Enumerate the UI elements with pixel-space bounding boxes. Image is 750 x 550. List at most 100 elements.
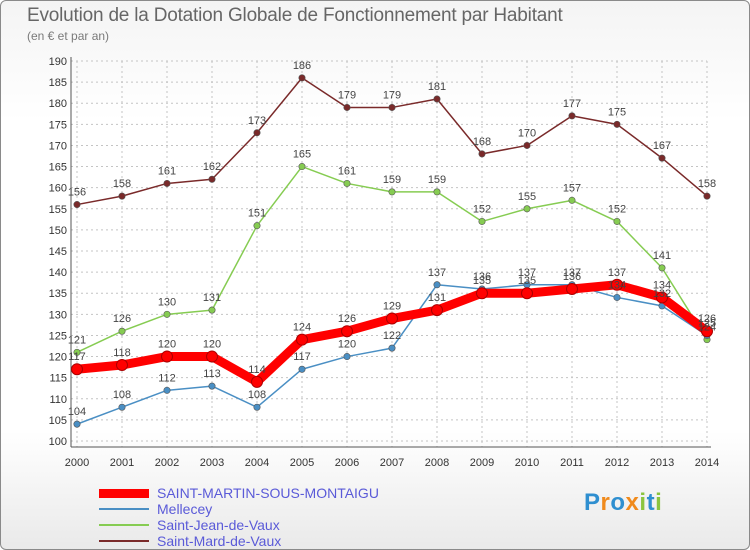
data-label: 173 — [248, 115, 266, 127]
data-label: 134 — [653, 279, 671, 291]
x-tick-label: 2007 — [380, 457, 404, 469]
data-point — [161, 350, 173, 363]
data-label: 141 — [653, 250, 671, 262]
x-tick-label: 2000 — [65, 457, 89, 469]
data-label: 126 — [698, 313, 716, 325]
data-label: 117 — [293, 351, 311, 363]
data-label: 120 — [158, 339, 176, 351]
data-point — [343, 353, 351, 361]
data-label: 167 — [653, 140, 671, 152]
data-label: 108 — [113, 389, 131, 401]
y-tick-label: 145 — [49, 246, 67, 258]
data-label: 156 — [68, 187, 86, 199]
data-point — [568, 196, 576, 204]
data-label: 117 — [68, 351, 86, 363]
data-point — [343, 179, 351, 187]
logo-letter: i — [655, 489, 663, 516]
x-tick-label: 2009 — [470, 457, 494, 469]
legend-label: Mellecey — [157, 501, 213, 517]
data-point — [71, 363, 83, 376]
data-label: 121 — [68, 334, 86, 346]
data-label: 122 — [383, 330, 401, 342]
logo-letter: x — [625, 489, 640, 516]
data-point — [253, 222, 261, 230]
data-label: 124 — [293, 322, 311, 334]
data-label: 118 — [113, 347, 131, 359]
data-label: 108 — [248, 389, 266, 401]
data-label: 161 — [158, 165, 176, 177]
data-label: 186 — [293, 60, 311, 72]
data-label: 177 — [563, 98, 581, 110]
data-point — [523, 205, 531, 213]
y-tick-label: 175 — [49, 119, 67, 131]
y-tick-label: 190 — [49, 56, 67, 68]
x-tick-label: 2002 — [155, 457, 179, 469]
data-point — [566, 283, 578, 295]
data-point — [433, 188, 441, 196]
data-label: 135 — [518, 275, 536, 287]
legend-label: SAINT-MARTIN-SOUS-MONTAIGU — [157, 485, 379, 501]
data-label: 132 — [653, 288, 671, 300]
data-point — [521, 287, 533, 300]
data-label: 158 — [113, 178, 131, 190]
legend-item: Saint-Mard-de-Vaux — [99, 533, 459, 549]
logo-letter: i — [639, 489, 647, 516]
data-label: 112 — [158, 372, 176, 384]
data-label: 159 — [428, 174, 446, 186]
data-point — [703, 192, 711, 200]
y-tick-label: 185 — [49, 77, 67, 89]
data-point — [208, 306, 216, 314]
logo-letter: o — [610, 489, 626, 516]
data-label: 135 — [473, 275, 491, 287]
x-tick-label: 2001 — [110, 457, 134, 469]
data-point — [73, 201, 81, 209]
y-tick-label: 120 — [49, 352, 67, 364]
data-point — [656, 291, 668, 304]
data-point — [433, 95, 441, 103]
data-labels: 156 158 161 162 173 186 179 179 181 168 170 177 175 1… — [68, 60, 716, 418]
data-point — [206, 350, 218, 363]
y-tick-label: 130 — [49, 309, 67, 321]
data-label: 136 — [473, 271, 491, 283]
data-label: 114 — [248, 364, 266, 376]
legend-label: Saint-Mard-de-Vaux — [157, 533, 282, 549]
data-point — [163, 386, 171, 394]
y-tick-label: 110 — [49, 394, 67, 406]
data-label: 126 — [113, 313, 131, 325]
x-tick-label: 2010 — [515, 457, 539, 469]
legend-swatch — [99, 524, 149, 526]
x-tick-label: 2006 — [335, 457, 359, 469]
data-point — [298, 74, 306, 82]
data-point — [73, 420, 81, 428]
data-label: 159 — [383, 174, 401, 186]
x-tick-label: 2012 — [605, 457, 629, 469]
data-label: 131 — [203, 292, 221, 304]
data-label: 136 — [563, 271, 581, 283]
data-label: 134 — [608, 279, 626, 291]
data-label: 137 — [428, 267, 446, 279]
data-point — [658, 264, 666, 272]
y-tick-label: 180 — [49, 98, 67, 110]
data-label: 158 — [698, 178, 716, 190]
data-label: 129 — [383, 301, 401, 313]
x-tick-label: 2005 — [290, 457, 314, 469]
legend-swatch — [99, 508, 149, 510]
data-point — [118, 403, 126, 411]
data-label: 179 — [383, 89, 401, 101]
y-tick-label: 105 — [49, 415, 67, 427]
data-point — [611, 278, 623, 291]
y-tick-label: 155 — [49, 204, 67, 216]
legend-label: Saint-Jean-de-Vaux — [157, 517, 280, 533]
data-label: 165 — [293, 149, 311, 161]
y-tick-label: 165 — [49, 162, 67, 174]
data-point — [431, 304, 443, 317]
data-point — [478, 150, 486, 158]
data-point — [523, 141, 531, 149]
data-point — [701, 325, 713, 338]
data-label: 137 — [608, 267, 626, 279]
data-label: 124 — [698, 322, 716, 334]
data-point — [163, 179, 171, 187]
y-tick-label: 115 — [49, 373, 67, 385]
